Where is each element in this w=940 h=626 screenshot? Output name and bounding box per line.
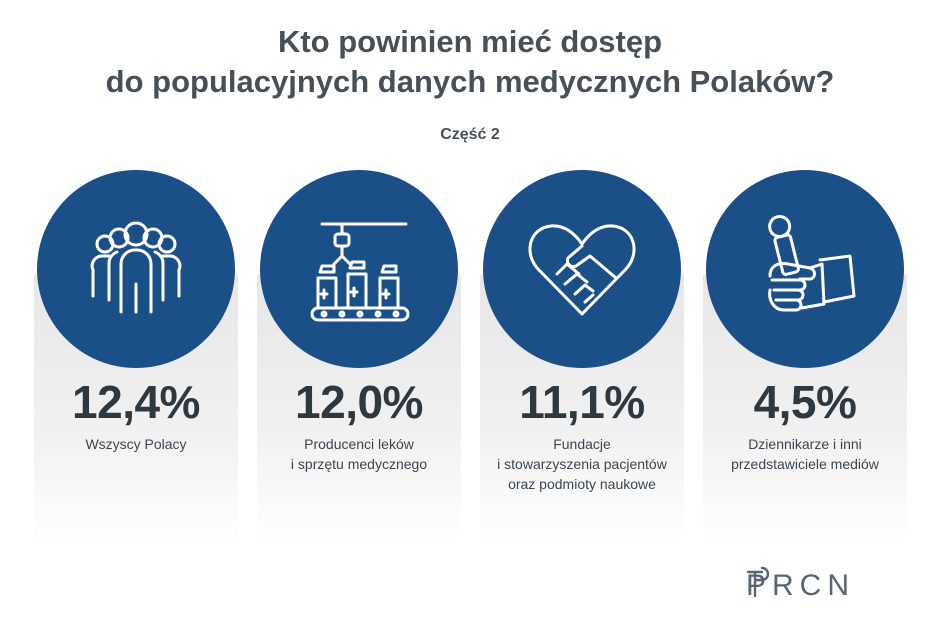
icon-circle [483,170,681,368]
chart-subtitle: Część 2 [440,126,500,143]
stat-value: 12,4% [72,376,200,428]
label-line: Dziennikarze i inni [748,436,862,452]
stat-card-wszyscy-polacy: 12,4% Wszyscy Polacy [34,170,238,542]
label-line: i stowarzyszenia pacjentów [497,456,667,472]
stat-value: 4,5% [753,376,857,428]
label-line: i sprzętu medycznego [290,456,428,472]
microphone-hand-icon [768,215,856,312]
stat-card-dziennikarze: 4,5% Dziennikarze i inni przedstawiciele… [703,170,907,542]
icon-circle [706,170,904,368]
logo-text: PRCN [746,569,855,600]
label-line: przedstawiciele mediów [731,456,879,472]
title-line-2: do populacyjnych danych medycznych Polak… [105,64,835,99]
label-line: Fundacje [553,436,611,452]
stat-label: Wszyscy Polacy [24,434,248,454]
label-line: oraz podmioty naukowe [508,476,656,492]
label-line: Wszyscy Polacy [85,436,187,452]
icon-circle [37,170,235,368]
stat-value: 12,0% [295,376,423,428]
handshake-heart-icon [528,224,636,316]
stat-value: 11,1% [519,376,645,428]
production-line-icon [310,222,410,322]
stat-card-fundacje: 11,1% Fundacje i stowarzyszenia pacjentó… [480,170,684,542]
icon-circle [260,170,458,368]
stat-label: Producenci leków i sprzętu medycznego [247,434,471,474]
stat-label: Dziennikarze i inni przedstawiciele medi… [693,434,917,474]
stat-label: Fundacje i stowarzyszenia pacjentów oraz… [470,434,694,494]
label-line: Producenci leków [304,436,414,452]
chart-title: Kto powinien mieć dostęp do populacyjnyc… [0,22,940,102]
title-line-1: Kto powinien mieć dostęp [277,24,663,59]
stat-card-producenci: 12,0% Producenci leków i sprzętu medyczn… [257,170,461,542]
people-group-icon [90,221,182,314]
prcn-logo-icon: PRCN [746,566,855,600]
